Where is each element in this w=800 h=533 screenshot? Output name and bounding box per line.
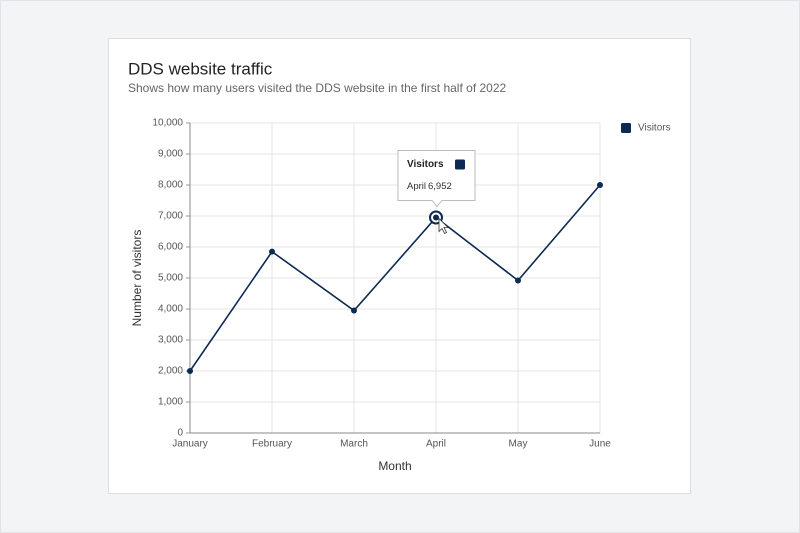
x-tick-label: June [589,439,611,450]
legend-label: Visitors [638,123,671,134]
cursor [438,217,449,235]
x-tick-label: February [252,439,292,450]
y-tick-label: 9,000 [158,149,183,160]
y-axis-label: Number of visitors [130,230,144,327]
y-tick-label: 10,000 [152,118,183,129]
y-tick-label: 7,000 [158,211,183,222]
chart-subtitle: Shows how many users visited the DDS web… [128,81,507,95]
y-tick-label: 0 [177,428,183,439]
series-line [189,184,601,372]
tooltip-series: Visitors [407,159,444,170]
data-point [515,277,521,284]
chart-title: DDS website traffic [128,59,273,78]
y-tick-label: 4,000 [158,304,183,315]
x-axis-label: Month [378,459,411,473]
legend-swatch [621,123,631,133]
x-tick-label: January [172,439,208,450]
y-tick-label: 1,000 [158,397,183,408]
tooltip-value: 6,952 [428,181,452,192]
tooltip-category: April [407,181,426,192]
tooltip-swatch [455,159,465,170]
x-tick-label: April [426,439,446,450]
data-point [269,248,275,255]
data-point [597,182,603,188]
y-tick-label: 8,000 [158,180,183,191]
data-point [351,307,357,314]
y-tick-label: 3,000 [158,335,183,346]
x-tick-label: March [340,439,368,450]
x-tick-label: May [509,439,528,450]
data-point [187,368,193,374]
hover-dot [433,214,439,221]
y-tick-label: 5,000 [158,273,183,284]
card [108,38,691,494]
y-tick-label: 2,000 [158,366,183,377]
y-tick-label: 6,000 [158,242,183,253]
